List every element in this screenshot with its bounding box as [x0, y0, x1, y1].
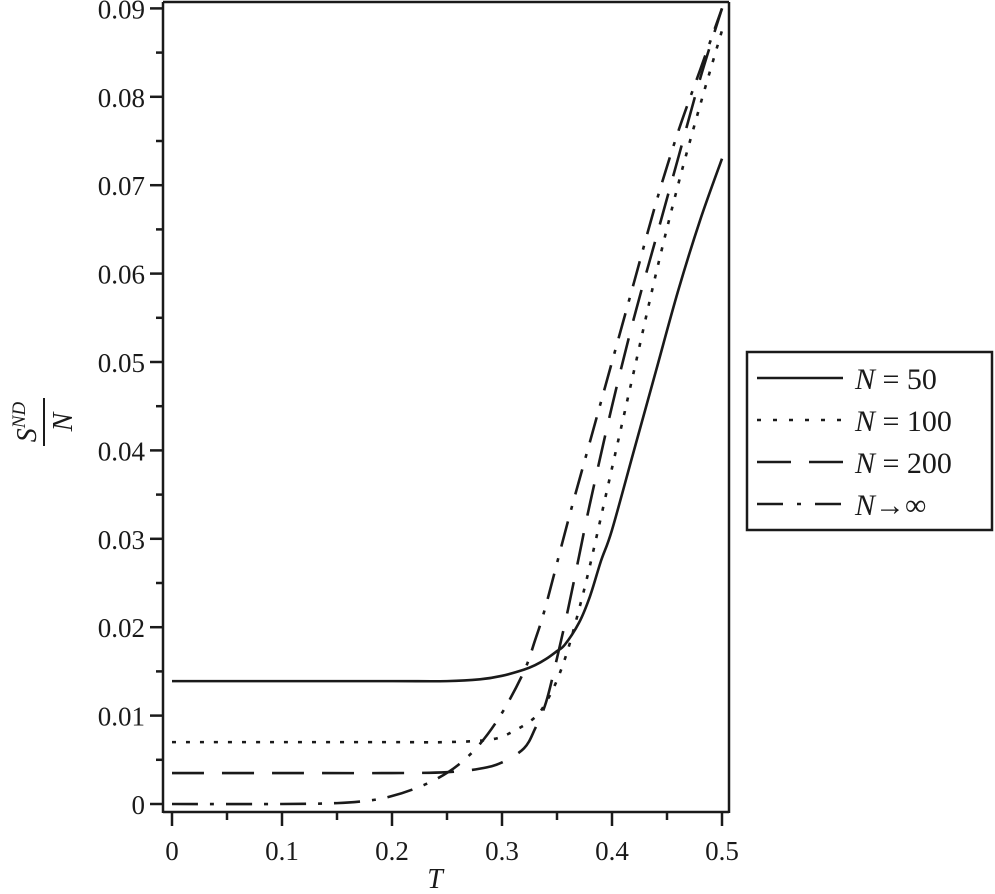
series-curves — [171, 7, 724, 806]
series-line-1 — [172, 30, 724, 744]
y-tick-label: 0 — [132, 790, 146, 820]
y-tick-label: 0.04 — [98, 436, 146, 466]
x-tick-label: 0.4 — [595, 836, 629, 866]
legend-label: N→∞ — [854, 489, 926, 522]
y-tick-label: 0.05 — [98, 348, 145, 378]
legend-label: N = 50 — [854, 363, 937, 396]
series-line-2 — [172, 8, 724, 775]
x-axis-ticks: 0 0.1 0.2 0.3 0.4 0.5 — [165, 812, 739, 866]
y-axis-ticks: 0 0.01 0.02 0.03 0.04 0.05 0.06 0.07 0.08 0.09 — [98, 0, 163, 820]
legend: N = 50 N = 100 N = 200 N→∞ — [745, 350, 994, 532]
x-tick-label: 0.5 — [705, 836, 739, 866]
y-tick-label: 0.03 — [98, 525, 145, 555]
y-axis-title-numerator: S — [12, 428, 43, 442]
y-tick-label: 0.07 — [98, 171, 145, 201]
y-axis-title-superscript: ND — [9, 402, 30, 430]
y-tick-label: 0.06 — [98, 260, 145, 290]
y-tick-label: 0.08 — [98, 83, 145, 113]
y-axis-title-denominator: N — [48, 411, 79, 432]
y-tick-label: 0.02 — [98, 613, 145, 643]
y-tick-label: 0.09 — [98, 0, 145, 24]
svg-text:SND: SND — [9, 402, 43, 443]
y-axis-title: SND N — [9, 398, 79, 446]
x-tick-label: 0 — [165, 836, 179, 866]
x-axis-title: T — [427, 864, 445, 894]
x-tick-label: 0.3 — [485, 836, 519, 866]
x-tick-label: 0.1 — [265, 836, 299, 866]
plot-frame — [161, 0, 731, 814]
legend-label: N = 100 — [854, 405, 952, 438]
series-line-0 — [172, 158, 724, 683]
series-line-3 — [171, 7, 724, 806]
y-tick-label: 0.01 — [98, 702, 145, 732]
legend-label: N = 200 — [854, 447, 952, 480]
x-tick-label: 0.2 — [375, 836, 409, 866]
